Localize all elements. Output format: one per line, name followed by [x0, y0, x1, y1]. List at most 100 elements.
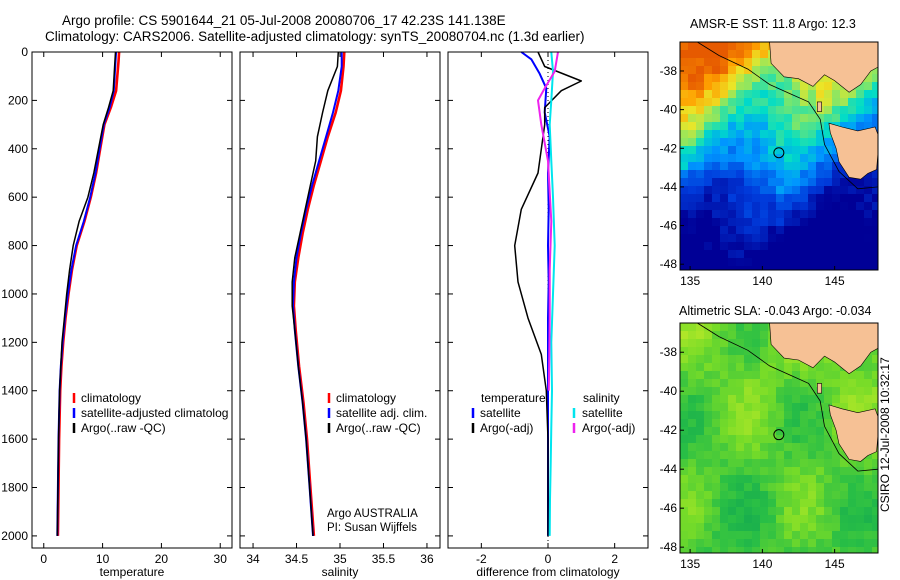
- sla-map-cell: [816, 523, 825, 532]
- sst-map-cell: [824, 162, 833, 171]
- sla-map-cell: [720, 355, 729, 364]
- sla-map-cell: [704, 355, 713, 364]
- sst-map-cell: [864, 210, 873, 219]
- sla-map-cell: [848, 507, 857, 516]
- sla-map-cell: [696, 523, 705, 532]
- sla-map-cell: [720, 331, 729, 340]
- sla-map-cell: [776, 427, 785, 436]
- sla-map-cell: [856, 403, 865, 412]
- sla-map-cell: [824, 411, 833, 420]
- difference-xtick-label: -2: [476, 552, 487, 566]
- sla-map-cell: [728, 467, 737, 476]
- sla-map-cell: [760, 363, 769, 372]
- sst-map-cell: [768, 106, 777, 115]
- sla-map-cell: [864, 531, 873, 540]
- sla-map-cell: [784, 387, 793, 396]
- sla-map-cell: [792, 363, 801, 372]
- sla-map-cell: [688, 387, 697, 396]
- sla-map-cell: [800, 539, 809, 548]
- sst-map-cell: [744, 178, 753, 187]
- sla-map-cell: [744, 363, 753, 372]
- sla-map-cell: [864, 547, 873, 554]
- sla-map-cell: [720, 467, 729, 476]
- sst-map-cell: [824, 74, 833, 83]
- sst-map-cell: [848, 186, 857, 195]
- sst-map-cell: [840, 266, 849, 271]
- sla-map-cell: [752, 435, 761, 444]
- difference-legend-label: satellite: [582, 406, 623, 420]
- sla-map-cell: [744, 539, 753, 548]
- sst-map-cell: [696, 66, 705, 75]
- sst-map-cell: [848, 178, 857, 187]
- sst-map-cell: [744, 98, 753, 107]
- sst-map-cell: [736, 42, 745, 51]
- sla-map-cell: [792, 395, 801, 404]
- sla-map-cell: [712, 379, 721, 388]
- difference-legend-label: satellite: [480, 406, 521, 420]
- sla-map-cell: [736, 531, 745, 540]
- sla-map-cell: [800, 507, 809, 516]
- sla-map-cell: [800, 483, 809, 492]
- sst-map-ytick-label: -44: [660, 180, 678, 194]
- sst-map-cell: [688, 202, 697, 211]
- sla-map-cell: [704, 403, 713, 412]
- sla-map-cell: [696, 467, 705, 476]
- sst-map-cell: [704, 170, 713, 179]
- sst-map-cell: [816, 210, 825, 219]
- sst-map-cell: [800, 106, 809, 115]
- sst-map-cell: [792, 90, 801, 99]
- sst-map-cell: [784, 90, 793, 99]
- sla-map-cell: [728, 523, 737, 532]
- sla-map-cell: [776, 491, 785, 500]
- sst-map-cell: [872, 106, 879, 115]
- sla-map-cell: [832, 467, 841, 476]
- temperature-xtick-label: 0: [40, 552, 47, 566]
- sla-map-cell: [800, 475, 809, 484]
- sst-map-cell: [688, 122, 697, 131]
- sst-map-cell: [776, 130, 785, 139]
- sla-map-cell: [872, 483, 879, 492]
- sst-map-cell: [704, 266, 713, 271]
- sla-map-cell: [712, 387, 721, 396]
- sst-map-cell: [768, 194, 777, 203]
- sst-map-cell: [800, 162, 809, 171]
- sla-map-cell: [704, 483, 713, 492]
- sst-map-cell: [792, 250, 801, 259]
- sla-map-cell: [872, 531, 879, 540]
- sla-map-cell: [760, 355, 769, 364]
- sst-map-cell: [856, 114, 865, 123]
- depth-tick-label: 600: [8, 190, 28, 204]
- sst-map-cell: [704, 114, 713, 123]
- sla-map-cell: [768, 475, 777, 484]
- sst-map-cell: [848, 90, 857, 99]
- sla-map-cell: [720, 539, 729, 548]
- sst-map-tasmania-land: [828, 122, 879, 180]
- sla-map-cell: [864, 355, 873, 364]
- sst-map-cell: [704, 74, 713, 83]
- sst-map-cell: [728, 58, 737, 67]
- sla-map-cell: [832, 387, 841, 396]
- sla-map-cell: [744, 547, 753, 554]
- sla-map-cell: [752, 355, 761, 364]
- sla-map-cell: [824, 539, 833, 548]
- sst-map-cell: [864, 194, 873, 203]
- sst-map-cell: [704, 98, 713, 107]
- temperature-xlabel: temperature: [100, 565, 165, 579]
- sla-map-cell: [736, 435, 745, 444]
- sla-map-cell: [696, 355, 705, 364]
- sla-map-cell: [744, 411, 753, 420]
- sla-map-cell: [720, 371, 729, 380]
- sla-map-cell: [728, 379, 737, 388]
- sla-map-cell: [792, 483, 801, 492]
- sst-map-cell: [704, 194, 713, 203]
- sla-map-cell: [744, 443, 753, 452]
- sla-map-cell: [704, 507, 713, 516]
- sla-map-cell: [832, 475, 841, 484]
- sla-map-cell: [808, 467, 817, 476]
- sla-map-cell: [712, 515, 721, 524]
- sla-map-cell: [752, 523, 761, 532]
- sla-map-cell: [688, 491, 697, 500]
- sst-map-cell: [720, 234, 729, 243]
- sla-map-cell: [840, 523, 849, 532]
